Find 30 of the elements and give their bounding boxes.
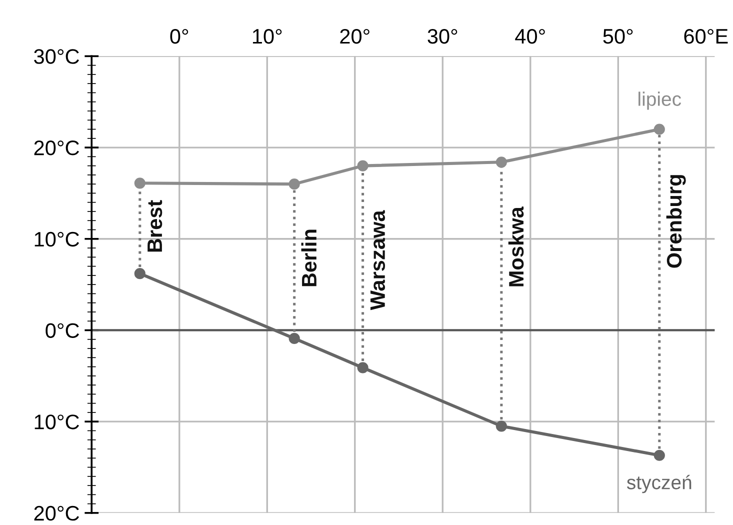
y-tick-label: 10°C	[34, 414, 80, 430]
point	[654, 124, 665, 135]
point	[357, 362, 368, 374]
point	[134, 268, 146, 280]
y-tick-label: 10°C	[34, 232, 80, 247]
series-label: lipiec	[638, 92, 682, 110]
y-tick-label: 20°C	[34, 140, 80, 156]
x-tick-label: 30°	[428, 28, 458, 44]
y-tick-label: 30°C	[34, 49, 80, 64]
x-tick-label: 60°E	[684, 28, 728, 44]
point	[654, 450, 665, 461]
annotation: Moskwa	[508, 206, 524, 286]
point	[134, 178, 146, 189]
point	[496, 420, 507, 432]
point	[496, 156, 507, 168]
x-tick-label: 40°	[515, 28, 545, 44]
series-label: styczeń	[626, 474, 692, 494]
annotation: Brest	[148, 200, 162, 252]
point	[288, 332, 300, 344]
x-tick-label: 50°	[603, 28, 633, 44]
y-tick-label: 20°C	[34, 506, 80, 521]
annotation: Warszawa	[370, 210, 386, 310]
x-tick-label: 20°	[340, 28, 370, 44]
point	[357, 160, 368, 172]
annotation: Berlin	[301, 230, 317, 286]
x-tick-label: 10°	[252, 28, 282, 44]
point	[288, 178, 300, 190]
x-tick-label: 0°	[170, 28, 188, 44]
annotation: Orenburg	[666, 175, 686, 268]
y-tick-label: 0°C	[46, 323, 80, 338]
